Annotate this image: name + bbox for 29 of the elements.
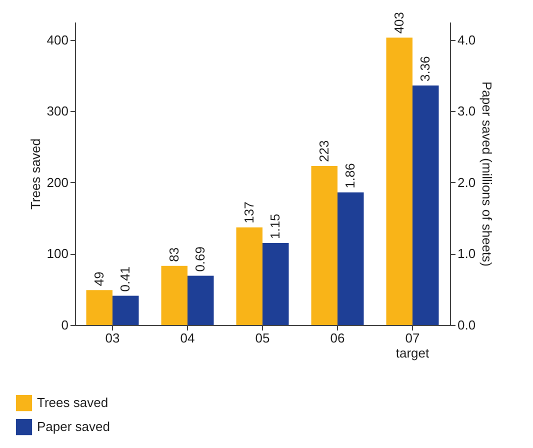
data-label: 83 bbox=[166, 247, 182, 262]
y-tick-label: 300 bbox=[46, 104, 68, 119]
data-label: 223 bbox=[316, 140, 332, 162]
data-label: 1.15 bbox=[268, 214, 283, 240]
x-tick-label: 07 target bbox=[396, 330, 430, 360]
data-label: 137 bbox=[241, 202, 256, 224]
data-label: 49 bbox=[91, 272, 106, 286]
y-tick-label: 0 bbox=[61, 318, 68, 332]
x-tick-label: 05 bbox=[255, 330, 270, 346]
data-label: 0.41 bbox=[118, 266, 133, 292]
y2-tick-label: 1.0 bbox=[458, 246, 476, 262]
x-tick-label: 03 bbox=[105, 330, 120, 346]
y-tick-label: 100 bbox=[46, 246, 68, 262]
y-axis-title: Trees saved bbox=[28, 138, 43, 210]
y2-tick-label: 3.0 bbox=[458, 104, 476, 119]
y2-tick-label: 2.0 bbox=[458, 174, 476, 190]
data-label: 0.69 bbox=[192, 246, 208, 272]
y-tick-label: 400 bbox=[46, 32, 68, 48]
data-label: 403 bbox=[391, 12, 406, 34]
legend-label: Paper saved bbox=[37, 419, 110, 434]
y2-tick-label: 0.0 bbox=[458, 318, 476, 332]
legend-label: Trees saved bbox=[37, 395, 108, 410]
x-tick-label: 06 bbox=[330, 330, 345, 346]
x-tick-label: 04 bbox=[180, 330, 195, 346]
data-label: 3.36 bbox=[418, 56, 433, 82]
y2-axis-title: Paper saved (millions of sheets) bbox=[480, 82, 495, 266]
data-label: 1.86 bbox=[342, 163, 358, 188]
y-tick-label: 200 bbox=[46, 174, 68, 190]
y2-tick-label: 4.0 bbox=[458, 32, 476, 48]
